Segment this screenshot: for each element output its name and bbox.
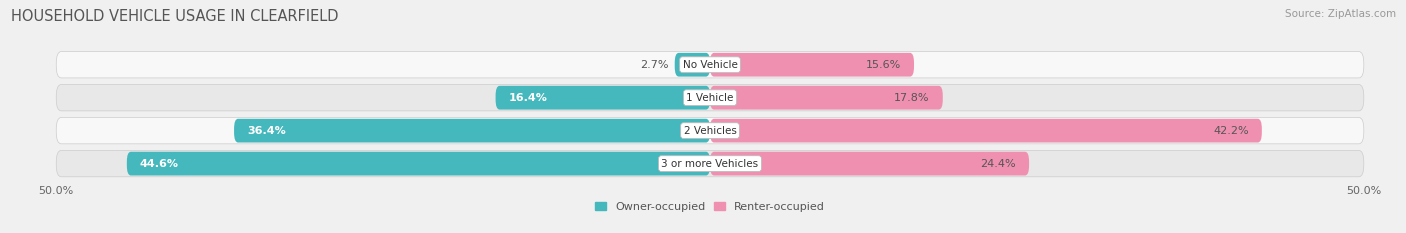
- FancyBboxPatch shape: [495, 86, 710, 110]
- FancyBboxPatch shape: [710, 53, 914, 77]
- Text: 3 or more Vehicles: 3 or more Vehicles: [661, 159, 759, 169]
- Text: 2 Vehicles: 2 Vehicles: [683, 126, 737, 136]
- FancyBboxPatch shape: [233, 119, 710, 143]
- Text: HOUSEHOLD VEHICLE USAGE IN CLEARFIELD: HOUSEHOLD VEHICLE USAGE IN CLEARFIELD: [11, 9, 339, 24]
- Legend: Owner-occupied, Renter-occupied: Owner-occupied, Renter-occupied: [593, 199, 827, 214]
- Text: 15.6%: 15.6%: [866, 60, 901, 70]
- FancyBboxPatch shape: [675, 53, 710, 77]
- FancyBboxPatch shape: [56, 151, 1364, 177]
- Text: 36.4%: 36.4%: [247, 126, 285, 136]
- FancyBboxPatch shape: [56, 51, 1364, 78]
- Text: No Vehicle: No Vehicle: [682, 60, 738, 70]
- Text: 16.4%: 16.4%: [509, 93, 547, 103]
- FancyBboxPatch shape: [710, 152, 1029, 175]
- FancyBboxPatch shape: [56, 85, 1364, 111]
- Text: 44.6%: 44.6%: [141, 159, 179, 169]
- Text: Source: ZipAtlas.com: Source: ZipAtlas.com: [1285, 9, 1396, 19]
- FancyBboxPatch shape: [56, 117, 1364, 144]
- Text: 24.4%: 24.4%: [980, 159, 1017, 169]
- FancyBboxPatch shape: [127, 152, 710, 175]
- Text: 1 Vehicle: 1 Vehicle: [686, 93, 734, 103]
- Text: 2.7%: 2.7%: [640, 60, 668, 70]
- Text: 17.8%: 17.8%: [894, 93, 929, 103]
- FancyBboxPatch shape: [710, 86, 943, 110]
- FancyBboxPatch shape: [710, 119, 1261, 143]
- Text: 42.2%: 42.2%: [1213, 126, 1249, 136]
